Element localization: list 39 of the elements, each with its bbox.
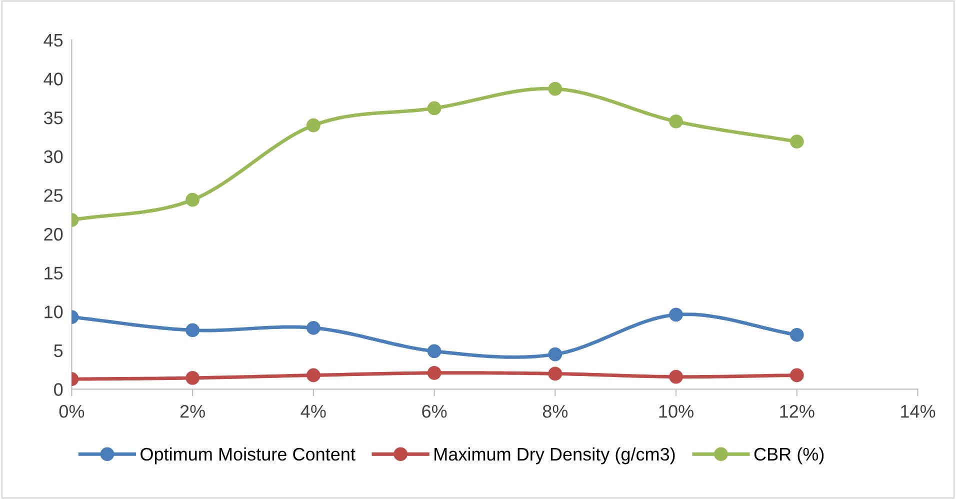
x-tick-label: 12% — [780, 404, 814, 418]
point — [186, 323, 200, 338]
y-tick-label: 25 — [44, 189, 63, 202]
point — [306, 368, 320, 382]
y-tick-label: 20 — [44, 228, 63, 241]
y-tick-label: 35 — [44, 111, 63, 124]
x-tick-label: 2% — [180, 404, 205, 418]
y-tick-label: 30 — [44, 150, 63, 164]
legend-label: Maximum Dry Density (g/cm3) — [434, 447, 675, 464]
legend-label: CBR (%) — [754, 447, 824, 464]
point — [306, 320, 320, 335]
point — [427, 101, 442, 116]
x-tick-label: 4% — [300, 405, 326, 418]
point — [669, 308, 683, 322]
point — [548, 82, 562, 96]
point — [669, 114, 683, 128]
point — [548, 347, 562, 362]
y-tick-label: 0 — [54, 383, 63, 396]
x-tick-label: 6% — [422, 404, 447, 418]
point — [427, 366, 442, 380]
x-tick-label: 0% — [59, 404, 84, 418]
point — [186, 192, 200, 207]
point — [427, 344, 442, 358]
y-tick-label: 40 — [44, 72, 63, 86]
y-tick-label: 45 — [44, 34, 63, 47]
legend-label: Optimum Moisture Content — [140, 447, 356, 464]
point — [186, 371, 200, 385]
x-tick-label: 14% — [901, 405, 936, 418]
point — [790, 368, 804, 382]
y-tick-label: 15 — [44, 266, 63, 280]
point — [790, 328, 804, 342]
y-tick-label: 5 — [54, 344, 63, 358]
point — [669, 370, 683, 384]
x-tick-label: 8% — [542, 404, 568, 418]
point — [790, 134, 804, 149]
x-tick-label: 10% — [659, 404, 694, 418]
y-tick-label: 10 — [44, 306, 63, 318]
point — [548, 366, 562, 381]
point — [306, 118, 320, 132]
